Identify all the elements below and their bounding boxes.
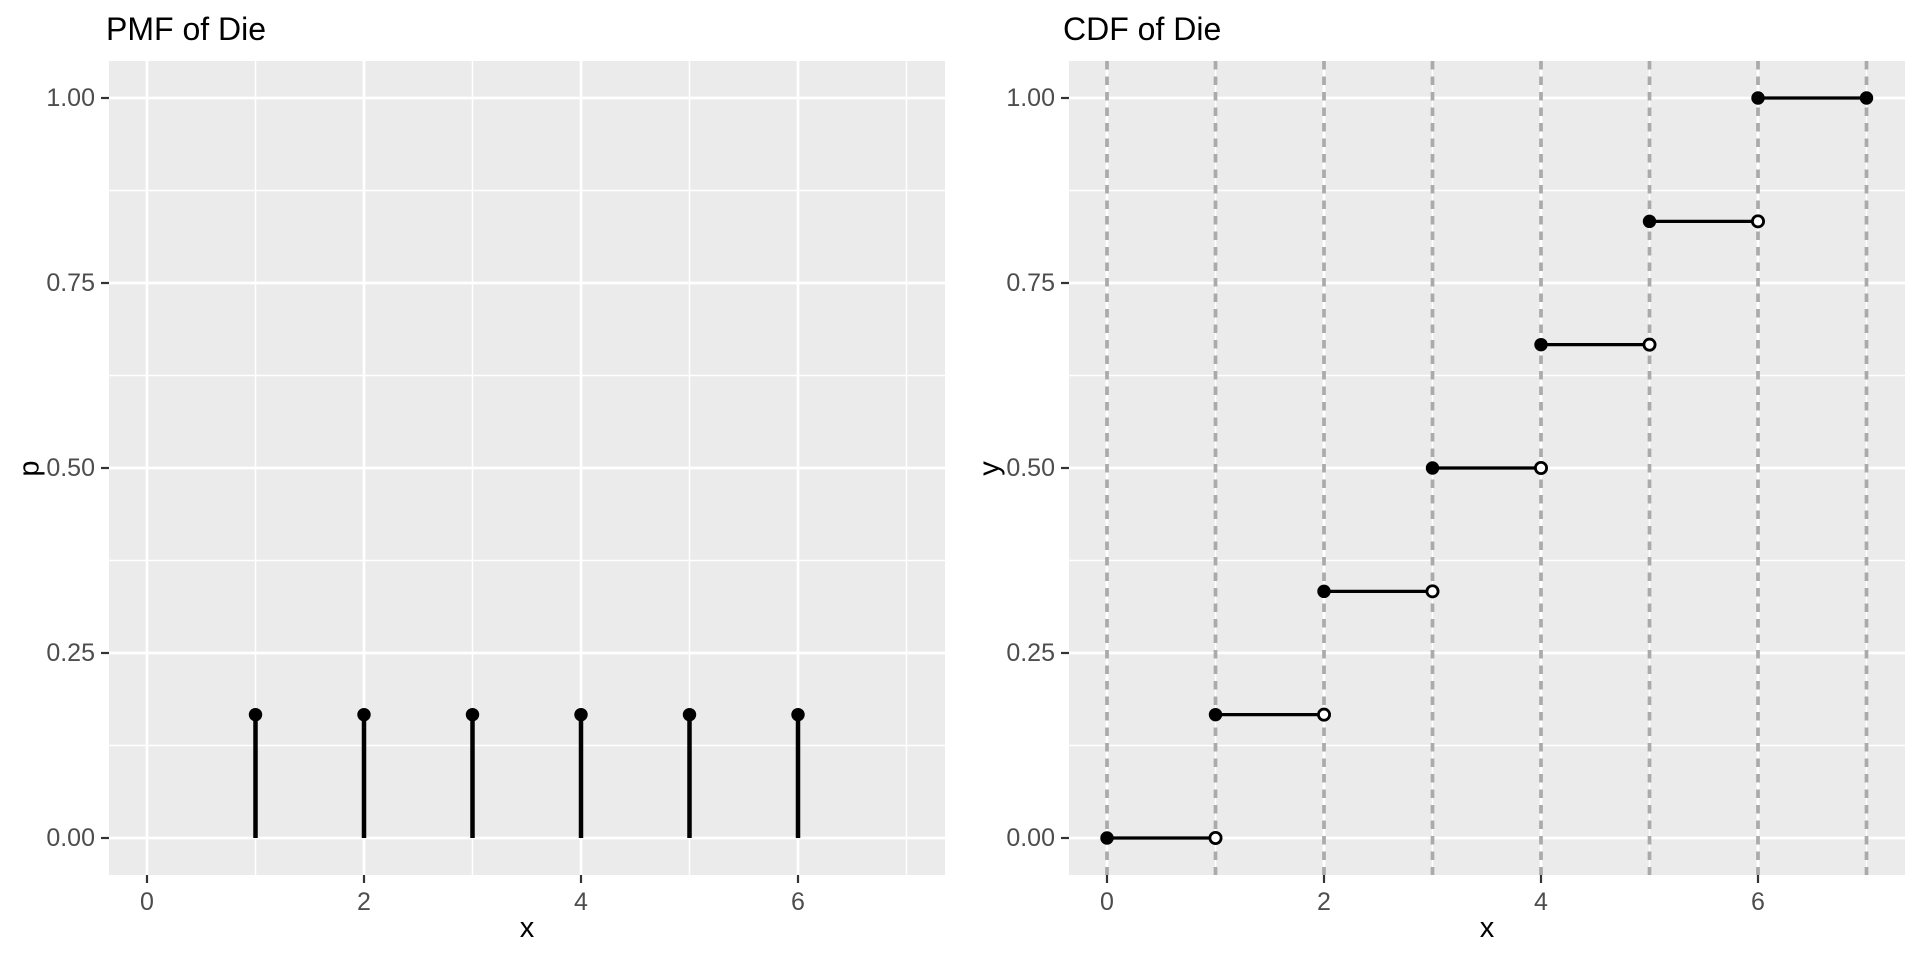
pmf-point bbox=[682, 707, 697, 722]
cdf-closed-point bbox=[1208, 707, 1223, 722]
pmf-y-tick-label: 0.75 bbox=[46, 269, 95, 297]
pmf-x-tick-label: 4 bbox=[574, 888, 588, 916]
pmf-x-tick-label: 6 bbox=[791, 888, 805, 916]
cdf-closed-point bbox=[1859, 91, 1874, 105]
pmf-chart-title: PMF of Die bbox=[106, 11, 267, 47]
cdf-open-point bbox=[1642, 337, 1657, 352]
pmf-y-tick-label: 0.50 bbox=[46, 454, 95, 482]
cdf-closed-point bbox=[1317, 584, 1331, 599]
cdf-y-tick-label: 0.00 bbox=[1006, 824, 1055, 852]
pmf-y-tick-label: 0.25 bbox=[46, 639, 95, 667]
cdf-closed-point bbox=[1100, 831, 1114, 845]
cdf-open-point bbox=[1534, 460, 1549, 475]
cdf-open-point bbox=[1317, 707, 1332, 722]
cdf-closed-point bbox=[1642, 214, 1657, 229]
cdf-y-tick-label: 0.75 bbox=[1006, 269, 1055, 297]
cdf-open-point bbox=[1425, 584, 1440, 599]
cdf-y-tick-label: 0.25 bbox=[1006, 639, 1055, 667]
pmf-point bbox=[357, 707, 371, 722]
cdf-closed-point bbox=[1534, 337, 1548, 352]
cdf-x-tick-label: 0 bbox=[1100, 888, 1114, 916]
cdf-x-axis-title: x bbox=[1479, 912, 1495, 944]
pmf-y-tick-label: 1.00 bbox=[46, 84, 95, 112]
cdf-open-point bbox=[1208, 831, 1223, 846]
cdf-y-tick-label: 0.50 bbox=[1006, 454, 1055, 482]
pmf-x-tick-label: 2 bbox=[357, 888, 371, 916]
cdf-open-point bbox=[1751, 214, 1766, 229]
cdf-y-tick-label: 1.00 bbox=[1006, 84, 1055, 112]
cdf-closed-point bbox=[1425, 461, 1440, 475]
pmf-point bbox=[574, 707, 588, 722]
pmf-point bbox=[465, 707, 480, 722]
pmf-point bbox=[791, 707, 805, 722]
pmf-y-tick-label: 0.00 bbox=[46, 824, 95, 852]
pmf-x-tick-label: 0 bbox=[140, 888, 154, 916]
cdf-x-tick-label: 2 bbox=[1317, 888, 1331, 916]
pmf-point bbox=[248, 707, 263, 722]
cdf-x-tick-label: 6 bbox=[1751, 888, 1765, 916]
cdf-x-tick-label: 4 bbox=[1534, 888, 1548, 916]
cdf-chart-title: CDF of Die bbox=[1063, 11, 1222, 47]
cdf-closed-point bbox=[1751, 91, 1765, 105]
pmf-x-axis-title: x bbox=[519, 912, 535, 944]
